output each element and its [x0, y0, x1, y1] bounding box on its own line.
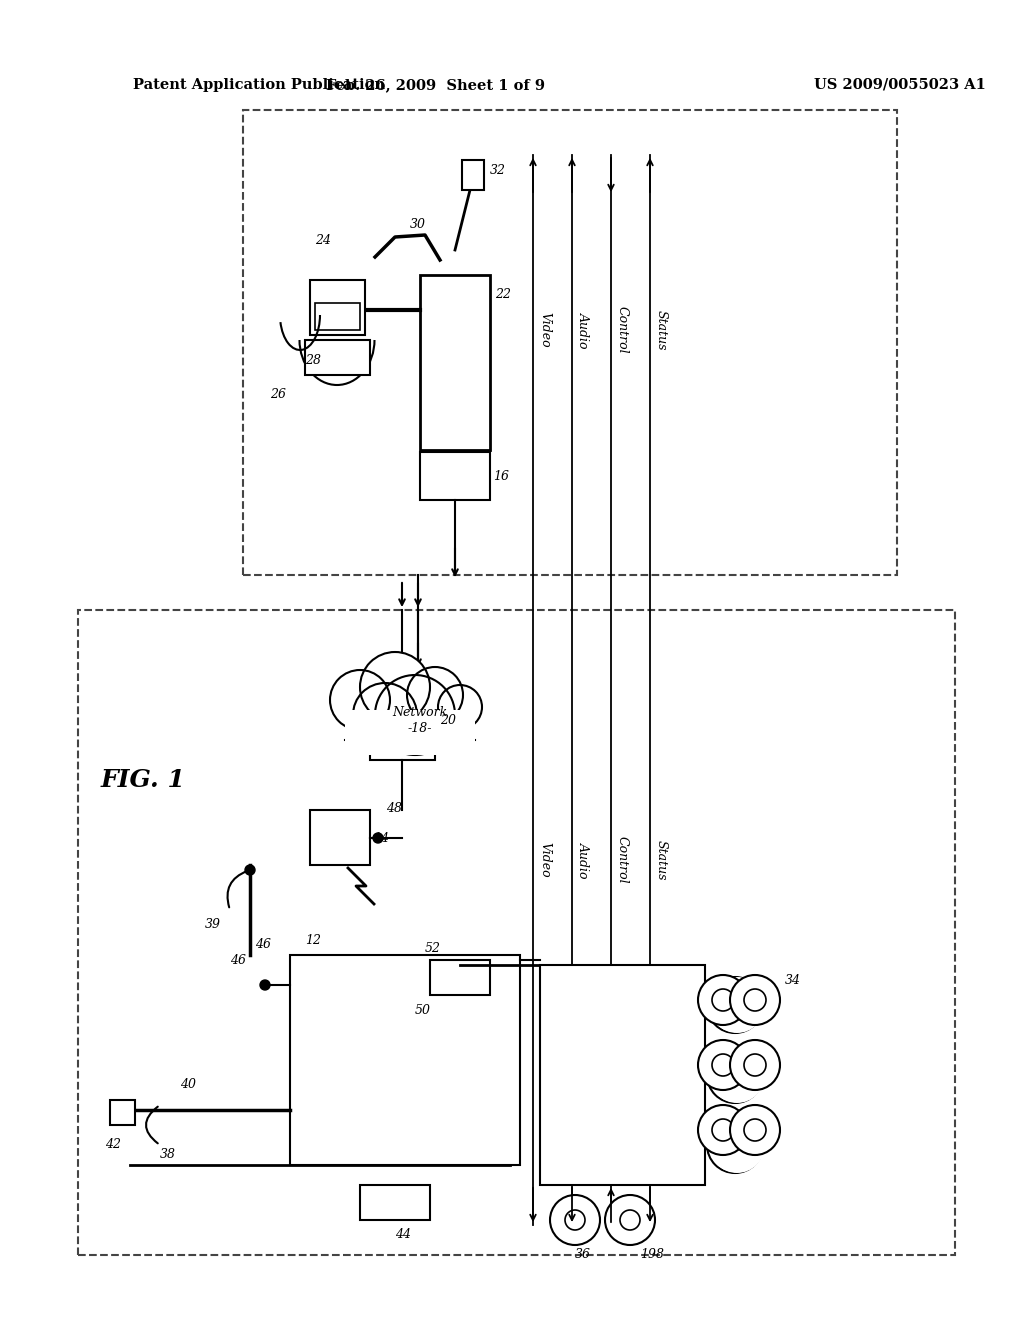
Circle shape	[744, 989, 766, 1011]
Circle shape	[438, 685, 482, 729]
Bar	[110, 1100, 135, 1125]
Bar	[370, 680, 435, 760]
Circle shape	[723, 1133, 746, 1158]
Text: Network: Network	[392, 706, 447, 719]
Bar	[310, 280, 365, 335]
Text: Feb. 26, 2009  Sheet 1 of 9: Feb. 26, 2009 Sheet 1 of 9	[326, 78, 545, 92]
Circle shape	[712, 989, 734, 1011]
Circle shape	[723, 993, 746, 1016]
Circle shape	[744, 1053, 766, 1076]
Bar	[420, 451, 490, 500]
Text: -18-: -18-	[408, 722, 432, 735]
Text: 48: 48	[386, 801, 402, 814]
Circle shape	[620, 1210, 640, 1230]
Circle shape	[698, 975, 748, 1026]
Text: Video: Video	[538, 842, 551, 878]
Circle shape	[730, 975, 780, 1026]
Text: Patent Application Publication: Patent Application Publication	[133, 78, 385, 92]
Text: Status: Status	[655, 840, 668, 880]
Text: 24: 24	[315, 234, 331, 247]
Circle shape	[709, 1117, 765, 1173]
Text: Audio: Audio	[577, 842, 590, 878]
Circle shape	[707, 977, 763, 1034]
Circle shape	[712, 1119, 734, 1140]
Text: 46: 46	[255, 939, 271, 952]
Circle shape	[330, 671, 390, 730]
Circle shape	[373, 833, 383, 843]
Text: 20: 20	[440, 714, 456, 726]
Bar	[290, 954, 520, 1166]
Circle shape	[550, 1195, 600, 1245]
Text: 50: 50	[415, 1003, 431, 1016]
Text: 26: 26	[270, 388, 286, 401]
Text: 52: 52	[425, 941, 441, 954]
Bar	[462, 160, 484, 190]
Text: Audio: Audio	[577, 312, 590, 348]
Text: Video: Video	[538, 313, 551, 347]
Text: 42: 42	[105, 1138, 121, 1151]
Text: 16: 16	[493, 470, 509, 483]
Text: 28: 28	[305, 354, 321, 367]
Circle shape	[605, 1195, 655, 1245]
Bar	[78, 610, 955, 1255]
Text: US 2009/0055023 A1: US 2009/0055023 A1	[814, 78, 986, 92]
Bar	[305, 341, 370, 375]
Circle shape	[709, 977, 765, 1034]
Text: Control: Control	[616, 306, 629, 354]
Text: 14: 14	[373, 832, 389, 845]
Bar	[430, 960, 490, 995]
Circle shape	[245, 865, 255, 875]
Circle shape	[698, 1040, 748, 1090]
Text: 39: 39	[205, 919, 221, 932]
Circle shape	[744, 1119, 766, 1140]
Circle shape	[712, 1053, 734, 1076]
Bar	[360, 1185, 430, 1220]
Bar	[310, 810, 370, 865]
Text: 38: 38	[160, 1148, 176, 1162]
Circle shape	[565, 1210, 585, 1230]
Circle shape	[723, 1063, 746, 1086]
Circle shape	[707, 1117, 763, 1173]
Text: 30: 30	[410, 219, 426, 231]
Text: FIG. 1: FIG. 1	[100, 768, 185, 792]
Circle shape	[375, 675, 455, 755]
Text: Control: Control	[616, 836, 629, 884]
Text: 46: 46	[230, 953, 246, 966]
Bar	[540, 965, 705, 1185]
Text: 44: 44	[395, 1229, 411, 1242]
Circle shape	[360, 652, 430, 722]
Circle shape	[730, 1040, 780, 1090]
Bar	[420, 275, 490, 450]
Text: 198: 198	[640, 1249, 664, 1262]
Text: 34: 34	[785, 974, 801, 986]
Circle shape	[407, 667, 463, 723]
Circle shape	[353, 682, 417, 747]
Text: 22: 22	[495, 289, 511, 301]
Circle shape	[260, 979, 270, 990]
Bar	[315, 304, 360, 330]
Bar	[345, 710, 475, 755]
Circle shape	[707, 1047, 763, 1104]
Circle shape	[698, 1105, 748, 1155]
Text: 32: 32	[490, 164, 506, 177]
Circle shape	[730, 1105, 780, 1155]
Circle shape	[709, 1047, 765, 1104]
Text: 12: 12	[305, 933, 321, 946]
Text: 40: 40	[180, 1078, 196, 1092]
Text: 36: 36	[575, 1249, 591, 1262]
Text: Status: Status	[655, 310, 668, 350]
Bar	[243, 110, 897, 576]
